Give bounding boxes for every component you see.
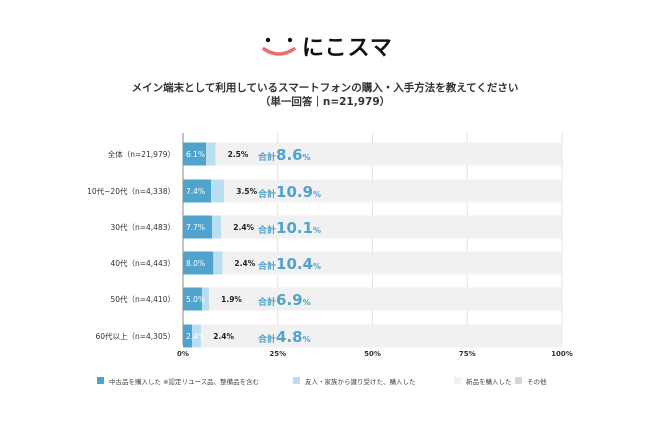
friend-value-label: 3.5%: [236, 187, 257, 196]
total-part: 6.9: [276, 291, 303, 309]
bar-segment-2: [222, 251, 562, 275]
used-value-label: 8.0%: [186, 259, 205, 268]
total-label: 合計10.9%: [258, 183, 321, 201]
x-tick-label: 100%: [551, 350, 573, 358]
logo: にこスマ: [262, 30, 393, 62]
total-part: 10.1: [276, 219, 313, 237]
x-tick-label: 50%: [364, 350, 381, 358]
legend-swatch-1: [293, 377, 300, 384]
legend-label-2: 新品を購入した: [466, 377, 512, 386]
bar-segment-1: [201, 287, 210, 311]
legend-label-1: 友人・家族から譲り受けた、購入した: [305, 377, 416, 386]
legend-swatch-0: [97, 377, 104, 384]
total-part: 合計: [258, 260, 276, 272]
total-label: 合計10.4%: [258, 255, 321, 273]
total-part: 合計: [258, 333, 276, 345]
used-value-label: 7.7%: [186, 223, 205, 232]
friend-value-label: 2.4%: [233, 223, 254, 232]
legend-label-3: その他: [527, 377, 547, 386]
category-label: 30代（n=4,483）: [110, 222, 175, 232]
total-label: 合計8.6%: [258, 146, 311, 164]
bar-segment-1: [213, 251, 223, 275]
category-label: 40代（n=4,443）: [110, 258, 175, 268]
category-label: 60代以上（n=4,305）: [95, 331, 175, 341]
total-part: %: [313, 226, 321, 235]
bar-segment-0: [183, 179, 212, 203]
bar-segment-2: [215, 142, 562, 166]
total-part: %: [313, 190, 321, 199]
friend-value-label: 2.5%: [228, 150, 249, 159]
bar-segment-0: [183, 324, 193, 348]
total-label: 合計10.1%: [258, 219, 321, 237]
category-label: 全体（n=21,979）: [108, 149, 175, 159]
bar-segment-1: [211, 179, 225, 203]
total-part: 合計: [258, 224, 276, 236]
bar-segment-0: [183, 287, 202, 311]
bar-segment-0: [183, 251, 214, 275]
total-part: 合計: [258, 188, 276, 200]
bar-segment-2: [201, 324, 562, 348]
chart-subtitle: （単一回答｜n=21,979）: [259, 96, 391, 108]
total-part: %: [303, 298, 311, 307]
x-tick-label: 75%: [459, 350, 476, 358]
used-value-label: 5.0%: [186, 295, 205, 304]
smile-logo-icon: [262, 37, 296, 56]
category-label: 10代~20代（n=4,338）: [87, 186, 175, 196]
bar-segment-0: [183, 215, 213, 239]
legend-label-0: 中古品を購入した ※認定リユース品、整備品を含む: [109, 377, 259, 386]
x-tick-label: 25%: [269, 350, 286, 358]
bar-segment-2: [221, 215, 563, 239]
used-value-label: 7.4%: [186, 187, 205, 196]
total-label: 合計4.8%: [258, 328, 311, 346]
x-tick-label: 0%: [177, 350, 189, 358]
total-part: %: [313, 262, 321, 271]
total-part: %: [303, 153, 311, 162]
total-part: 10.4: [276, 255, 313, 273]
bar-segment-2: [209, 287, 562, 311]
total-part: 4.8: [276, 328, 303, 346]
friend-value-label: 2.4%: [213, 332, 234, 341]
total-part: %: [303, 335, 311, 344]
bar-segment-1: [206, 142, 216, 166]
legend-swatch-2: [454, 377, 461, 384]
legend-swatch-3: [515, 377, 522, 384]
used-value-label: 6.1%: [186, 150, 205, 159]
total-part: 合計: [258, 151, 276, 163]
bar-segment-1: [192, 324, 202, 348]
bar-segment-0: [183, 142, 207, 166]
total-label: 合計6.9%: [258, 291, 311, 309]
total-part: 合計: [258, 296, 276, 308]
bar-segment-1: [212, 215, 222, 239]
used-value-label: 2.4%: [186, 332, 205, 341]
logo-text: にこスマ: [302, 36, 393, 61]
category-label: 50代（n=4,410）: [110, 294, 175, 304]
chart-title: メイン端末として利用しているスマートフォンの購入・入手方法を教えてください: [131, 82, 519, 94]
bar-segment-2: [224, 179, 562, 203]
friend-value-label: 1.9%: [221, 295, 242, 304]
total-part: 10.9: [276, 183, 313, 201]
friend-value-label: 2.4%: [234, 259, 255, 268]
total-part: 8.6: [276, 146, 303, 164]
